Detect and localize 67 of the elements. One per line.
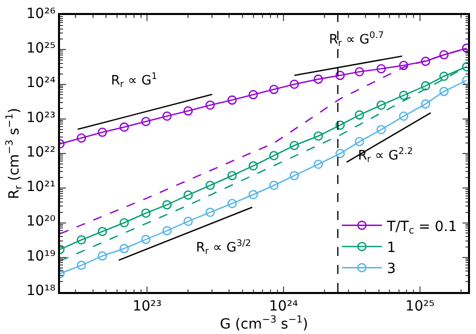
point: [248, 161, 258, 170]
point: [314, 160, 323, 169]
point: [141, 116, 151, 126]
annotation: R$_{r}$ ∝ G$^{0.7}$: [329, 31, 384, 50]
point: [269, 150, 279, 160]
y-tick-label: 10²⁵: [26, 40, 56, 57]
y-tick-label: 10²³: [26, 110, 56, 126]
point: [399, 111, 408, 121]
point: [335, 70, 345, 80]
point: [420, 56, 430, 66]
point: [206, 180, 215, 190]
point: [98, 128, 107, 137]
y-tick-label: 10²²: [26, 144, 56, 160]
y-tick-label: 10²¹: [26, 179, 56, 196]
point: [399, 60, 408, 70]
point: [335, 148, 345, 158]
point: [376, 124, 386, 134]
point: [141, 234, 151, 244]
y-tick-label: 10¹⁹: [26, 248, 56, 264]
point: [335, 120, 345, 130]
point: [420, 81, 430, 90]
point: [162, 111, 172, 121]
y-tick-label: 10²⁴: [26, 75, 56, 92]
point: [98, 251, 107, 261]
point: [141, 208, 151, 218]
point: [206, 100, 215, 110]
point: [227, 198, 237, 208]
y-tick-label: 10²⁶: [26, 6, 56, 22]
annotation: R$_{r}$ ∝ G$^{3/2}$: [196, 239, 252, 258]
point: [354, 67, 364, 76]
point: [399, 90, 408, 100]
annotation: R$_{r}$ ∝ G$^{1}$: [111, 72, 158, 90]
point: [354, 110, 364, 120]
point: [184, 190, 193, 200]
point: [376, 64, 386, 74]
point: [76, 133, 86, 143]
point: [314, 131, 323, 141]
point: [184, 216, 193, 226]
x-tick-label: 10²⁵: [405, 298, 434, 315]
point: [314, 74, 323, 84]
point: [206, 208, 215, 217]
point: [120, 122, 129, 132]
point: [354, 136, 364, 146]
x-axis-title: G (cm$^{−3}$ s$^{−1}$): [220, 314, 308, 332]
point: [248, 90, 258, 100]
point: [162, 226, 172, 236]
point: [98, 226, 107, 236]
y-tick-label: 10¹⁸: [26, 282, 56, 299]
x-tick-label: 10²³: [132, 298, 162, 315]
point: [184, 106, 193, 116]
legend-label: 1: [386, 240, 396, 256]
point: [76, 235, 86, 245]
point: [420, 99, 430, 109]
point: [269, 180, 279, 190]
point: [76, 260, 86, 270]
legend-label: 3: [386, 261, 396, 278]
point: [376, 100, 386, 110]
point: [120, 218, 129, 228]
legend-label: T/T$_{c}$ = 0.1: [386, 218, 458, 237]
point: [227, 95, 237, 105]
point: [120, 244, 129, 254]
x-tick-label: 10²⁴: [268, 298, 298, 315]
y-tick-label: 10²⁰: [26, 214, 56, 230]
point: [162, 200, 172, 210]
point: [248, 190, 258, 200]
point: [227, 170, 237, 180]
point: [269, 84, 279, 94]
